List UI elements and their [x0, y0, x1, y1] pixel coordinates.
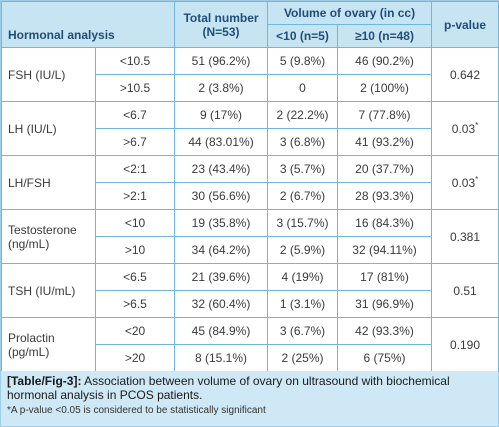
caption-footnote: *A p-value <0.05 is considered to be sta…	[7, 405, 266, 416]
hormone-name: TSH (IU/mL)	[1, 263, 96, 318]
significance-marker: *	[475, 175, 479, 184]
volume-ge10-cell: 28 (93.3%)	[336, 182, 433, 210]
figure-caption: [Table/Fig-3]: Association between volum…	[1, 371, 498, 426]
total-number-cell: 19 (35.8%)	[174, 209, 268, 237]
volume-ge10-cell: 41 (93.2%)	[336, 128, 433, 156]
table-row: >6.7 44 (83.01%) 3 (6.8%) 41 (93.2%)	[2, 128, 499, 156]
volume-ge10-cell: 17 (81%)	[336, 263, 433, 291]
total-number-cell: 2 (3.8%)	[174, 74, 268, 102]
p-value-text: 0.03	[451, 122, 476, 136]
cutoff-value: <6.7	[95, 101, 175, 129]
header-total-line2: (N=53)	[202, 24, 240, 39]
volume-lt10-cell: 3 (6.8%)	[267, 128, 338, 156]
caption-text: [Table/Fig-3]: Association between volum…	[7, 374, 492, 402]
volume-lt10-cell: 4 (19%)	[267, 263, 338, 291]
table-row: TSH (IU/mL) <6.5 21 (39.6%) 4 (19%) 17 (81%)…	[1, 263, 499, 318]
volume-ge10-cell: 31 (96.9%)	[336, 290, 433, 318]
total-number-cell: 45 (84.9%)	[174, 317, 268, 345]
table-row: FSH (IU/L) <10.5 51 (96.2%) 5 (9.8%) 46 (90.…	[1, 47, 499, 102]
volume-lt10-cell: 5 (9.8%)	[267, 47, 338, 75]
cutoff-value: >10.5	[95, 74, 175, 102]
header-total-number: Total number (N=53)	[174, 1, 268, 48]
table-header: Hormonal analysis Total number (N=53) Vo…	[1, 1, 499, 48]
cutoff-value: <10.5	[95, 47, 175, 75]
p-value-cell: 0.642	[431, 47, 499, 102]
p-value-text: 0.51	[453, 284, 477, 298]
cutoff-value: >20	[95, 344, 175, 372]
table-row: >10.5 2 (3.8%) 0 2 (100%)	[2, 74, 499, 102]
p-value-cell: 0.03*	[431, 155, 499, 210]
total-number-cell: 34 (64.2%)	[174, 236, 268, 264]
volume-ge10-cell: 16 (84.3%)	[336, 209, 433, 237]
hormone-name: FSH (IU/L)	[1, 47, 96, 102]
volume-ge10-cell: 32 (94.11%)	[336, 236, 433, 264]
p-value-cell: 0.51	[431, 263, 499, 318]
volume-ge10-cell: 6 (75%)	[336, 344, 433, 372]
table-row: Testosterone (ng/mL) <10 19 (35.8%) 3 (15.7…	[1, 209, 499, 264]
p-value-text: 0.642	[450, 68, 481, 82]
hormone-name: Testosterone (ng/mL)	[1, 209, 96, 264]
caption-description: Association between volume of ovary on u…	[7, 374, 450, 402]
cutoff-value: >10	[95, 236, 175, 264]
total-number-cell: 30 (56.6%)	[174, 182, 268, 210]
hormonal-analysis-table: Hormonal analysis Total number (N=53) Vo…	[1, 1, 499, 372]
header-total-line1: Total number	[183, 10, 259, 25]
header-volume-lt10: <10 (n=5)	[267, 24, 338, 48]
header-hormonal-analysis: Hormonal analysis	[1, 1, 175, 48]
volume-ge10-cell: 2 (100%)	[336, 74, 433, 102]
volume-lt10-cell: 1 (3.1%)	[267, 290, 338, 318]
volume-lt10-cell: 0	[267, 74, 338, 102]
significance-marker: *	[475, 121, 479, 130]
cutoff-value: >6.7	[95, 128, 175, 156]
volume-lt10-cell: 3 (15.7%)	[267, 209, 338, 237]
p-value-cell: 0.03*	[431, 101, 499, 156]
hormone-name: LH/FSH	[1, 155, 96, 210]
table-row: LH/FSH <2:1 23 (43.4%) 3 (5.7%) 20 (37.7%) 0.…	[1, 155, 499, 210]
cutoff-value: >6.5	[95, 290, 175, 318]
cutoff-value: <20	[95, 317, 175, 345]
table-body: FSH (IU/L) <10.5 51 (96.2%) 5 (9.8%) 46 (90.…	[1, 47, 499, 372]
table-row: LH (IU/L) <6.7 9 (17%) 2 (22.2%) 7 (77.8%) 0.…	[1, 101, 499, 156]
p-value-text: 0.381	[450, 230, 481, 244]
total-number-cell: 51 (96.2%)	[174, 47, 268, 75]
volume-ge10-cell: 7 (77.8%)	[336, 101, 433, 129]
header-volume-of-ovary: Volume of ovary (in cc)	[266, 1, 433, 25]
p-value-cell: 0.190	[431, 317, 499, 372]
total-number-cell: 23 (43.4%)	[174, 155, 268, 183]
p-value-cell: 0.381	[431, 209, 499, 264]
volume-lt10-cell: 3 (5.7%)	[267, 155, 338, 183]
table-row: Prolactin (pg/mL) <20 45 (84.9%) 3 (6.7%) 42…	[1, 317, 499, 372]
caption-label: [Table/Fig-3]:	[7, 374, 82, 388]
hormone-name: LH (IU/L)	[1, 101, 96, 156]
volume-ge10-cell: 46 (90.2%)	[336, 47, 433, 75]
header-p-value: p-value	[431, 1, 499, 48]
cutoff-value: <10	[95, 209, 175, 237]
total-number-cell: 21 (39.6%)	[174, 263, 268, 291]
total-number-cell: 8 (15.1%)	[174, 344, 268, 372]
p-value-text: 0.03	[451, 176, 476, 190]
cutoff-value: >2:1	[95, 182, 175, 210]
table-row: >6.5 32 (60.4%) 1 (3.1%) 31 (96.9%)	[2, 290, 499, 318]
header-volume-ge10: ≥10 (n=48)	[336, 24, 433, 48]
table-row: >20 8 (15.1%) 2 (25%) 6 (75%)	[2, 344, 499, 372]
volume-lt10-cell: 2 (5.9%)	[267, 236, 338, 264]
p-value-text: 0.190	[450, 338, 481, 352]
cutoff-value: <2:1	[95, 155, 175, 183]
volume-lt10-cell: 2 (25%)	[267, 344, 338, 372]
cutoff-value: <6.5	[95, 263, 175, 291]
volume-lt10-cell: 2 (22.2%)	[267, 101, 338, 129]
total-number-cell: 32 (60.4%)	[174, 290, 268, 318]
total-number-cell: 44 (83.01%)	[174, 128, 268, 156]
hormone-name: Prolactin (pg/mL)	[1, 317, 96, 372]
volume-ge10-cell: 20 (37.7%)	[336, 155, 433, 183]
volume-lt10-cell: 2 (6.7%)	[267, 182, 338, 210]
total-number-cell: 9 (17%)	[174, 101, 268, 129]
volume-lt10-cell: 3 (6.7%)	[267, 317, 338, 345]
volume-ge10-cell: 42 (93.3%)	[336, 317, 433, 345]
